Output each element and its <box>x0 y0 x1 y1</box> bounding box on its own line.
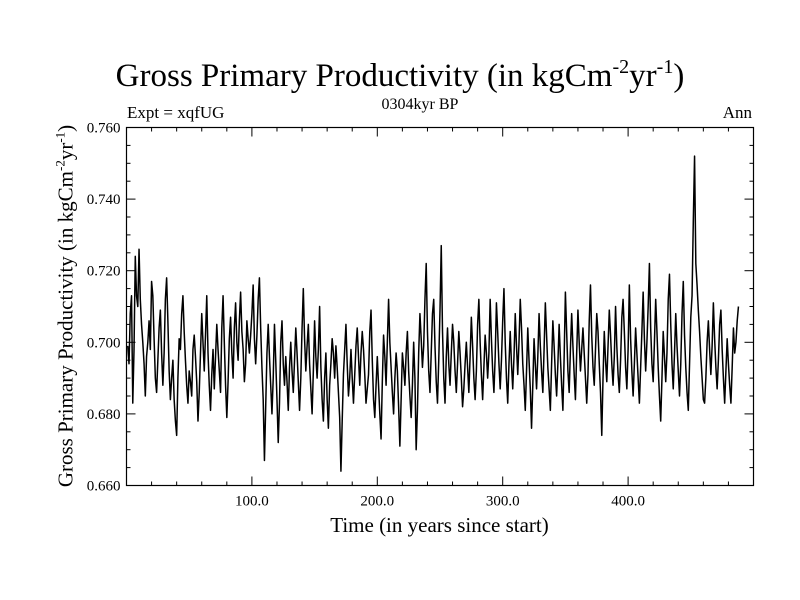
y-tick-label: 0.740 <box>87 192 121 208</box>
y-tick-label: 0.720 <box>87 264 121 280</box>
plot-frame <box>125 126 755 487</box>
series-line <box>127 155 740 472</box>
y-axis-label: Gross Primary Productivity (in kgCm-2yr-… <box>52 124 78 488</box>
x-tick-label: 300.0 <box>486 494 520 510</box>
x-axis-label: Time (in years since start) <box>330 513 549 537</box>
y-tick-label: 0.700 <box>87 335 121 351</box>
tick-layer: 100.0 200.0 300.0 400.0 0.660 0.680 0.700 0.720… <box>87 121 754 510</box>
season-label: Ann <box>722 103 752 122</box>
experiment-label: Expt = xqfUG <box>127 103 225 122</box>
x-tick-label: 100.0 <box>235 494 269 510</box>
series-layer <box>127 155 740 472</box>
period-label: 0304kyr BP <box>381 96 459 113</box>
x-tick-label: 400.0 <box>611 494 645 510</box>
x-tick-label: 200.0 <box>360 494 394 510</box>
y-tick-label: 0.760 <box>87 121 121 137</box>
y-tick-label: 0.680 <box>87 407 121 423</box>
y-tick-label: 0.660 <box>87 479 121 495</box>
chart-title: Gross Primary Productivity (in kgCm-2yr-… <box>115 56 685 94</box>
